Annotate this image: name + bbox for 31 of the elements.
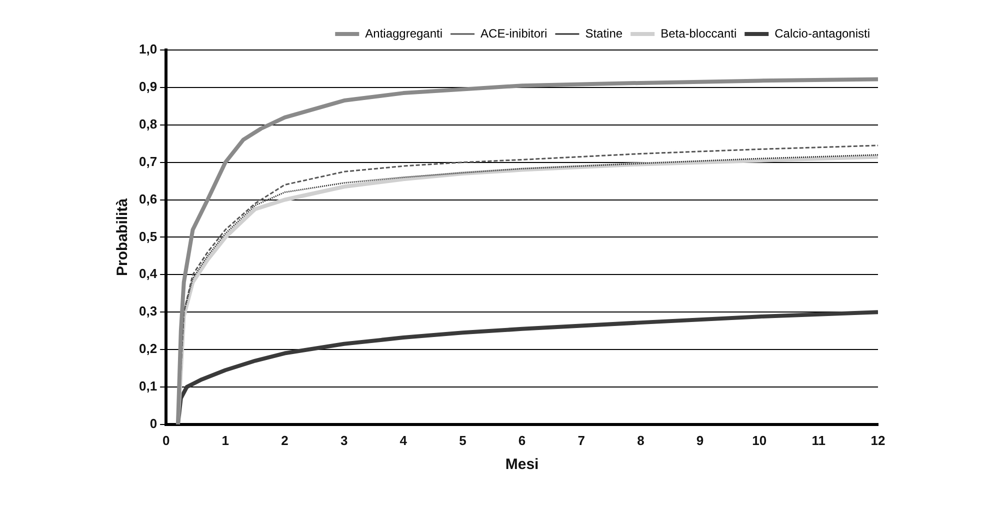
legend-label: Antiaggreganti [365,26,443,40]
y-tick-label: 0,2 [138,341,158,356]
x-tick-label: 4 [400,432,408,448]
x-tick-label: 3 [340,432,348,448]
x-tick-label: 2 [281,432,288,448]
x-tick-label: 10 [752,432,767,448]
x-axis-title: Mesi [505,456,539,474]
x-tick-label: 8 [637,432,644,448]
legend-label: Beta-bloccanti [660,26,737,40]
y-tick-label: 0,8 [138,116,158,132]
y-tick-label: 0,3 [138,304,158,319]
x-tick-label: 0 [162,432,170,448]
y-tick-label: 0 [150,416,158,431]
x-tick-label: 12 [870,432,886,448]
y-tick-label: 0,9 [138,79,158,94]
y-axis-title: Probabilità [114,198,132,276]
y-tick-label: 1,0 [138,42,158,57]
y-tick-label: 0,6 [138,191,158,206]
legend-label: Statine [585,26,623,40]
x-tick-label: 1 [222,432,230,448]
x-tick-label: 7 [578,432,585,448]
legend-label: ACE-inibitori [480,26,548,40]
y-tick-label: 0,4 [138,266,158,282]
y-tick-label: 0,5 [138,228,158,244]
y-tick-label: 0,7 [138,154,158,169]
y-tick-label: 0,1 [138,378,158,394]
x-tick-label: 5 [459,432,466,448]
x-tick-label: 6 [518,432,526,448]
legend-label: Calcio-antagonisti [774,26,870,40]
x-tick-label: 9 [696,432,704,448]
x-tick-label: 11 [812,432,826,448]
